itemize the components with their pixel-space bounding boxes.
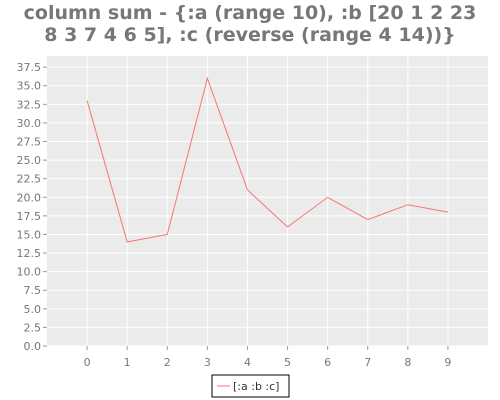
- legend-box: [211, 374, 290, 398]
- x-tick-label: 5: [284, 356, 291, 369]
- y-tick-label: 37.5: [17, 61, 42, 74]
- y-tick-label: 12.5: [17, 247, 42, 260]
- y-tick-label: 10.0: [17, 266, 42, 279]
- y-tick-label: 35.0: [17, 80, 42, 93]
- data-point: [166, 233, 169, 236]
- x-tick-label: 2: [164, 356, 171, 369]
- x-axis: 0 1 2 3 4 5 6 7 8 9: [84, 346, 451, 369]
- chart-title-line-2: 8 3 7 4 6 5], :c (reverse (range 4 14))}: [44, 24, 456, 46]
- x-tick-label: 9: [444, 356, 451, 369]
- data-point: [406, 203, 409, 206]
- x-tick-label: 3: [204, 356, 211, 369]
- x-tick-label: 8: [404, 356, 411, 369]
- chart-title-line-1: column sum - {:a (range 10), :b [20 1 2 …: [23, 2, 477, 24]
- data-point: [126, 240, 129, 243]
- y-tick-label: 0.0: [24, 340, 42, 353]
- series-layer: [86, 76, 449, 243]
- x-tick-label: 0: [84, 356, 91, 369]
- data-point: [326, 196, 329, 199]
- y-tick-label: 30.0: [17, 117, 42, 130]
- grid-lines: [47, 56, 488, 347]
- y-tick-label: 7.5: [24, 284, 42, 297]
- y-tick-label: 32.5: [17, 98, 42, 111]
- data-point: [86, 99, 89, 102]
- legend-label: [:a :b :c]: [233, 380, 279, 393]
- data-point: [446, 211, 449, 214]
- x-tick-label: 1: [124, 356, 131, 369]
- y-tick-label: 15.0: [17, 228, 42, 241]
- x-tick-label: 4: [244, 356, 251, 369]
- y-tick-label: 5.0: [24, 303, 42, 316]
- series-line: [86, 76, 449, 243]
- y-tick-label: 17.5: [17, 210, 42, 223]
- plot-panel: [47, 56, 488, 346]
- y-tick-label: 27.5: [17, 136, 42, 149]
- x-tick-label: 6: [324, 356, 331, 369]
- y-tick-label: 2.5: [24, 321, 42, 334]
- chart-title: column sum - {:a (range 10), :b [20 1 2 …: [0, 2, 500, 46]
- data-point: [366, 218, 369, 221]
- data-point: [246, 188, 249, 191]
- x-tick-label: 7: [364, 356, 371, 369]
- y-tick-label: 20.0: [17, 191, 42, 204]
- y-tick-label: 22.5: [17, 173, 42, 186]
- data-point: [286, 226, 289, 229]
- y-axis: 0.0 2.5 5.0 7.5 10.0 12.5 15.0 17.5 20.0 22.5 25.0…: [17, 61, 47, 353]
- legend: [:a :b :c]: [211, 374, 290, 398]
- data-point: [206, 77, 209, 80]
- y-tick-label: 25.0: [17, 154, 42, 167]
